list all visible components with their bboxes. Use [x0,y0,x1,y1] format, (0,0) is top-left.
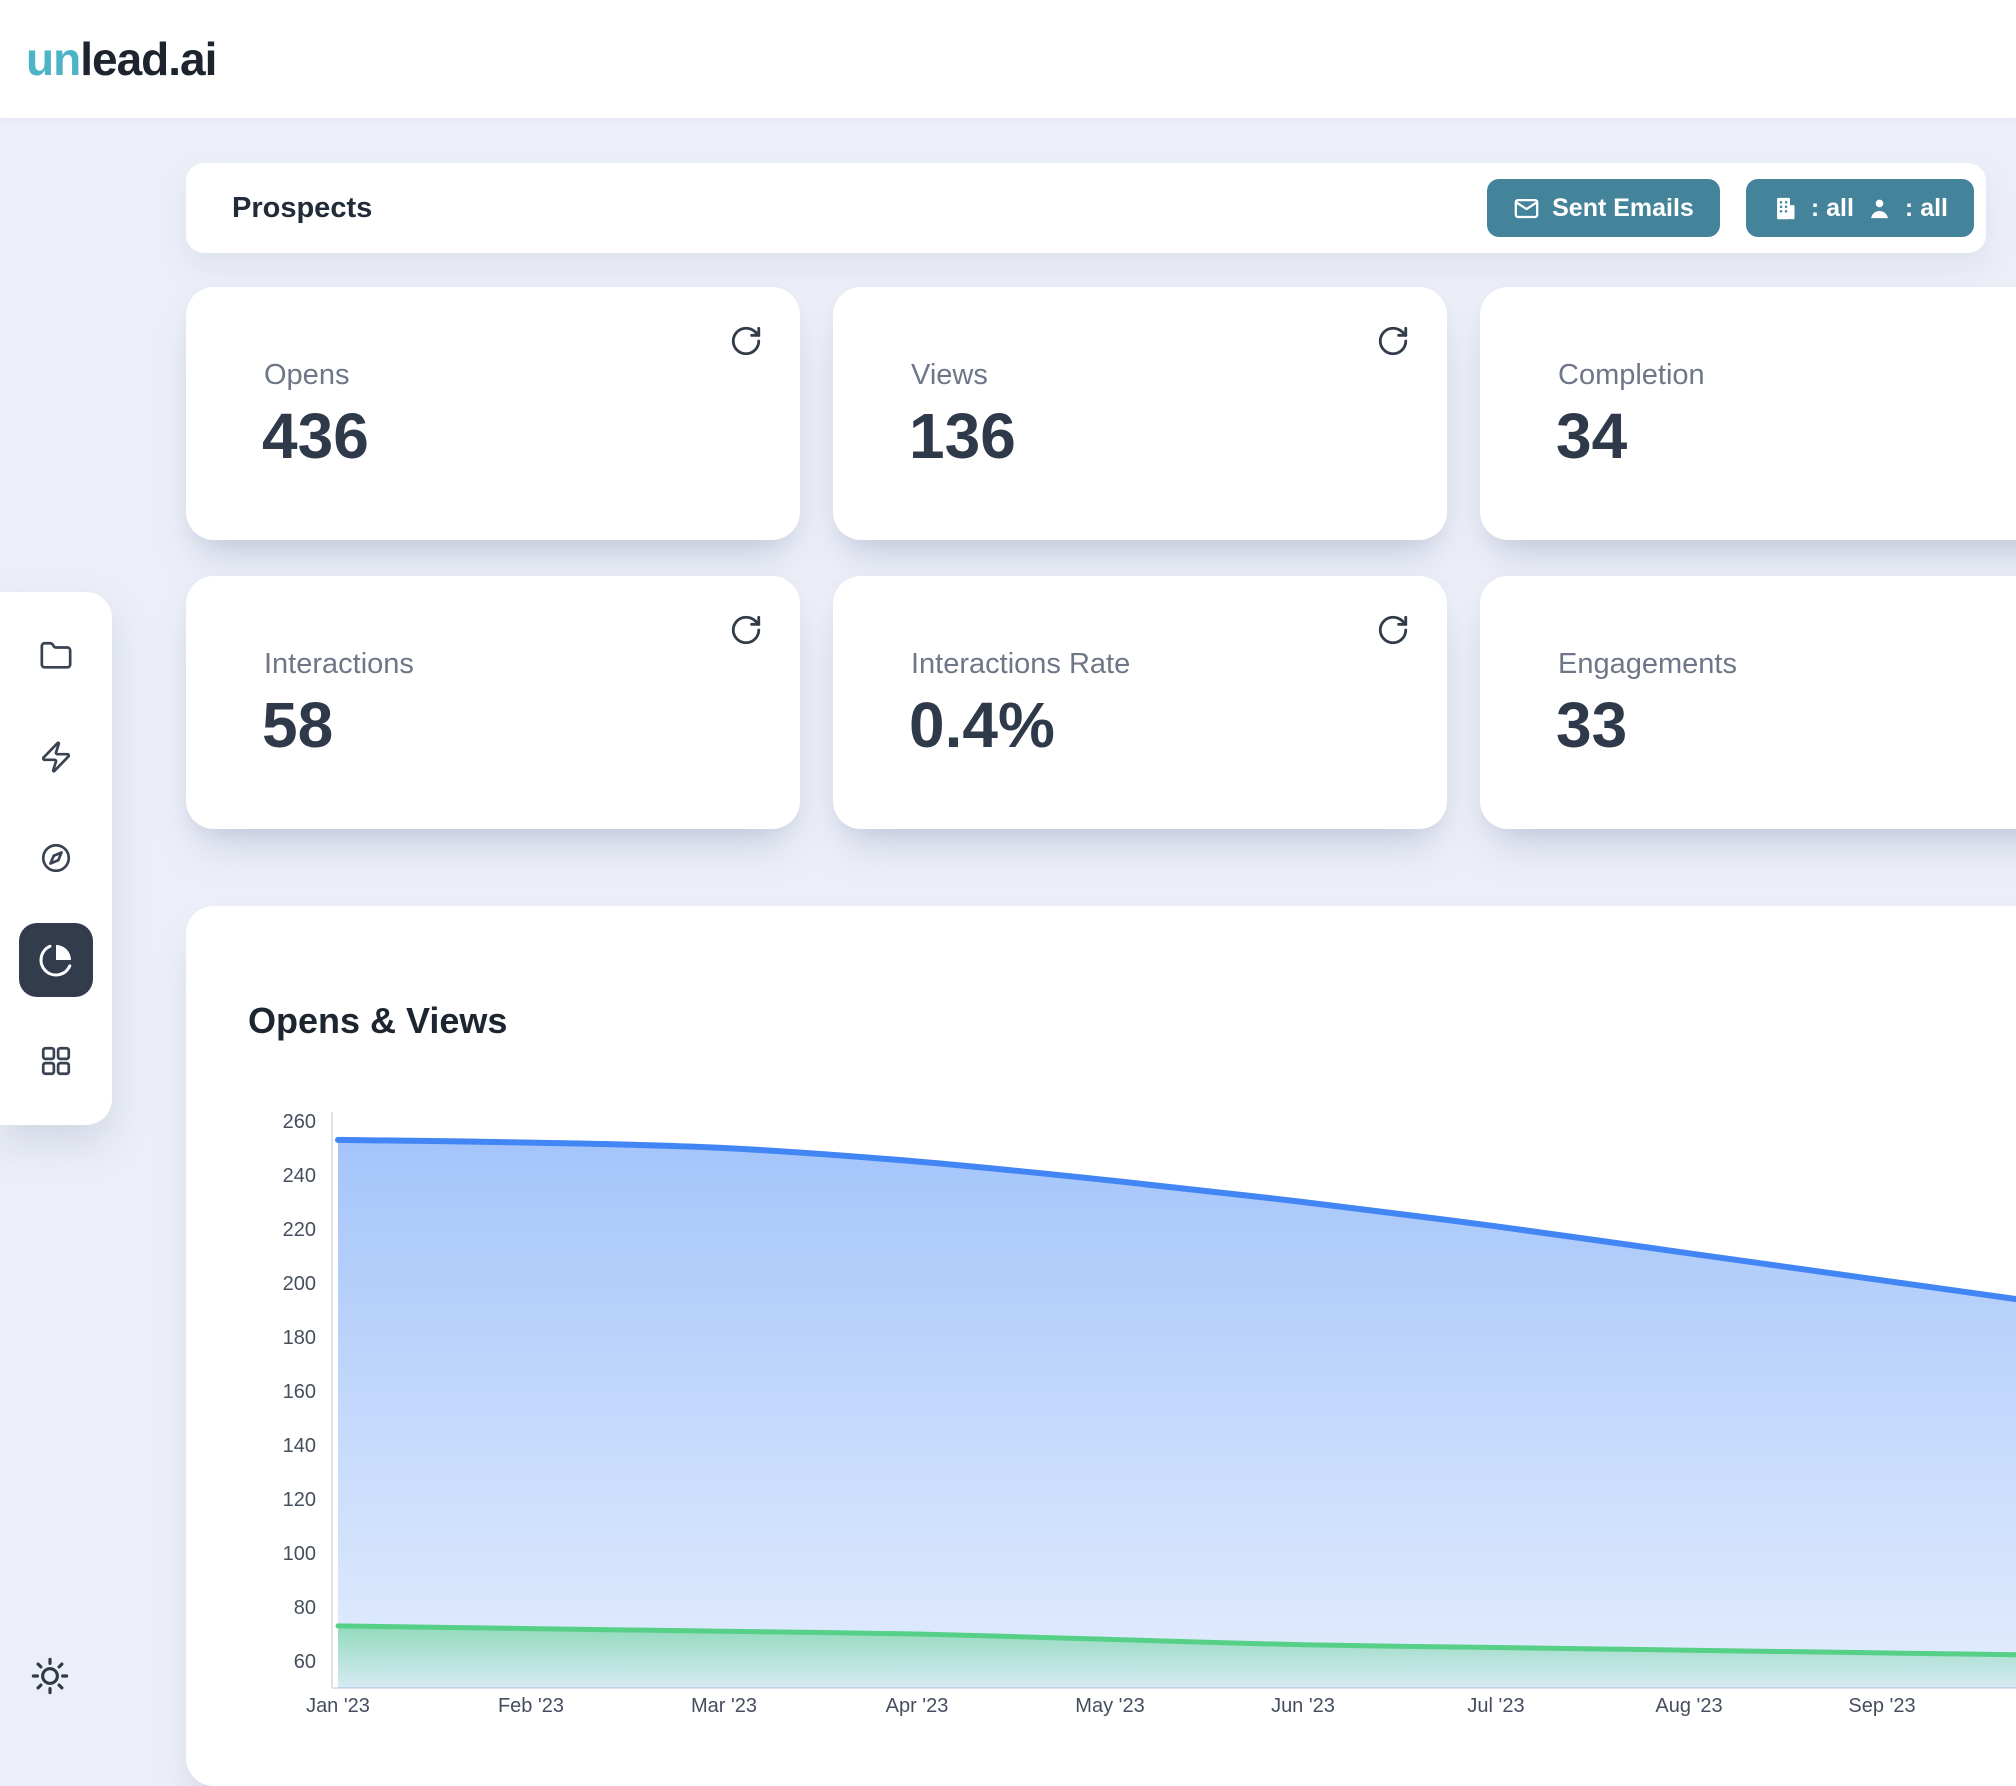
y-tick-label: 240 [283,1165,316,1187]
opens-line [335,1136,2016,1303]
stat-label: Interactions Rate [911,648,1131,680]
sidebar-item-activity[interactable] [19,720,93,794]
building-icon [1776,197,1795,219]
x-axis-label: Aug '23 [1655,1695,1722,1717]
stat-card-engagements: Engagements 33 [1480,576,2016,829]
x-axis-label: Sep '23 [1848,1695,1915,1717]
y-tick-label: 260 [283,1111,316,1133]
stat-card-opens: Opens 436 [186,287,800,540]
stat-label: Completion [1558,359,1705,391]
refresh-icon[interactable] [1373,610,1413,650]
stat-card-interactions-rate: Interactions Rate 0.4% [833,576,1447,829]
x-axis-label: Mar '23 [691,1695,757,1717]
stat-value: 34 [1556,400,1628,472]
sidebar-nav [0,592,112,1125]
y-tick-label: 160 [283,1381,316,1403]
sidebar-item-analytics[interactable] [19,922,93,997]
sidebar-item-explore[interactable] [19,821,93,895]
stat-label: Engagements [1558,648,1737,680]
x-axis-label: Jun '23 [1271,1695,1335,1717]
brand-logo-rest: lead.ai [80,33,217,85]
stat-label: Views [911,359,988,391]
y-tick-label: 200 [283,1273,316,1295]
y-tick-label: 140 [283,1435,316,1457]
sent-emails-label: Sent Emails [1552,193,1694,222]
x-axis-label: Jul '23 [1467,1695,1524,1717]
brand-logo[interactable]: unlead.ai [26,32,217,86]
views-line [335,1623,2016,1658]
stat-card-completion: Completion 34 [1480,287,2016,540]
x-axis-label: Feb '23 [498,1695,564,1717]
pie-chart-icon [39,944,72,977]
chart-title: Opens & Views [248,1000,508,1041]
chart-card: Opens & Views 60 80 100 120 140 160 180 200 220 2… [186,906,2016,1786]
views-area [338,1625,2016,1688]
sidebar-active-indicator [19,922,93,997]
grid-icon [41,1046,71,1075]
opens-views-area-chart: 60 80 100 120 140 160 180 200 220 240 260 Jan '23 Fe… [283,1111,2016,1717]
lightning-icon [41,741,71,773]
prospects-toolbar: Prospects Sent Emails [186,163,1986,253]
stat-label: Opens [264,359,350,391]
y-tick-label: 180 [283,1327,316,1349]
x-axis-label: Jan '23 [306,1695,370,1717]
person-filter-value: : all [1904,193,1948,222]
person-icon [1870,199,1888,218]
stat-value: 58 [262,689,334,761]
brand-logo-accent: un [26,33,81,85]
y-tick-label: 220 [283,1219,316,1241]
stat-value: 136 [909,400,1016,472]
opens-area [338,1139,2016,1688]
stat-value: 33 [1556,689,1628,761]
y-tick-label: 120 [283,1489,316,1511]
sun-icon [31,1657,69,1695]
brightness-toggle[interactable] [24,1650,76,1702]
stat-card-views: Views 136 [833,287,1447,540]
sidebar-item-dashboard[interactable] [19,1024,93,1098]
top-header: unlead.ai [0,0,2016,118]
stat-label: Interactions [264,648,414,680]
y-tick-label: 100 [283,1543,316,1565]
filters-button[interactable]: : all : all [1745,179,1974,237]
folder-icon [40,642,72,669]
refresh-icon[interactable] [726,610,766,650]
stat-card-interactions: Interactions 58 [186,576,800,829]
page-title: Prospects [232,191,373,224]
stat-value: 0.4% [909,689,1055,761]
company-filter-value: : all [1810,193,1854,222]
stats-grid: Opens 436 Views 136 Completion 34 Intera… [186,287,2016,829]
sent-emails-button[interactable]: Sent Emails [1487,179,1720,237]
compass-icon [41,844,71,873]
refresh-icon[interactable] [1373,321,1413,361]
x-axis-label: May '23 [1075,1695,1144,1717]
y-tick-label: 60 [294,1651,316,1673]
refresh-icon[interactable] [726,321,766,361]
x-axis-label: Apr '23 [886,1695,949,1717]
sidebar-item-folder[interactable] [19,619,93,693]
stat-value: 436 [262,400,369,472]
toolbar-actions: Sent Emails : all [1487,179,1974,237]
envelope-icon [1514,198,1539,218]
y-tick-label: 80 [294,1597,316,1619]
